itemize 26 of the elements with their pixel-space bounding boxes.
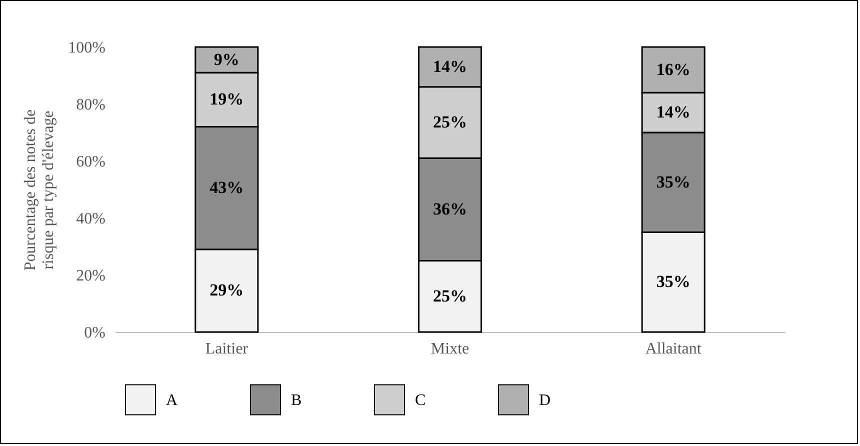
data-label: 36%	[433, 199, 467, 218]
data-label: 43%	[210, 178, 244, 198]
y-tick-label: 20%	[76, 268, 106, 284]
y-axis-title: Pourcentage des notes de risque par type d'élevage	[22, 109, 58, 271]
legend-label: D	[539, 392, 551, 409]
data-label: 19%	[210, 90, 244, 109]
x-tick-label: Mixte	[430, 340, 470, 358]
data-label: 14%	[433, 56, 467, 76]
data-label: 25%	[433, 112, 467, 132]
legend-label: A	[166, 392, 178, 409]
data-label: 9%	[214, 50, 240, 69]
data-label: 14%	[656, 102, 690, 122]
data-label: 35%	[656, 172, 690, 192]
data-label: 35%	[656, 272, 690, 292]
data-label: 16%	[656, 60, 690, 79]
legend-label: B	[291, 392, 302, 409]
y-tick-label: 40%	[76, 210, 106, 228]
y-tick-label: 60%	[76, 154, 106, 170]
data-label: 29%	[210, 280, 244, 300]
x-tick-label: Allaitant	[645, 340, 702, 358]
x-tick-label: Laitier	[205, 340, 249, 358]
y-tick-label: 100%	[68, 40, 106, 56]
y-tick-label: 0%	[84, 324, 106, 342]
y-tick-label: 80%	[76, 96, 106, 114]
data-label: 25%	[433, 286, 467, 306]
legend-label: C	[415, 392, 426, 409]
